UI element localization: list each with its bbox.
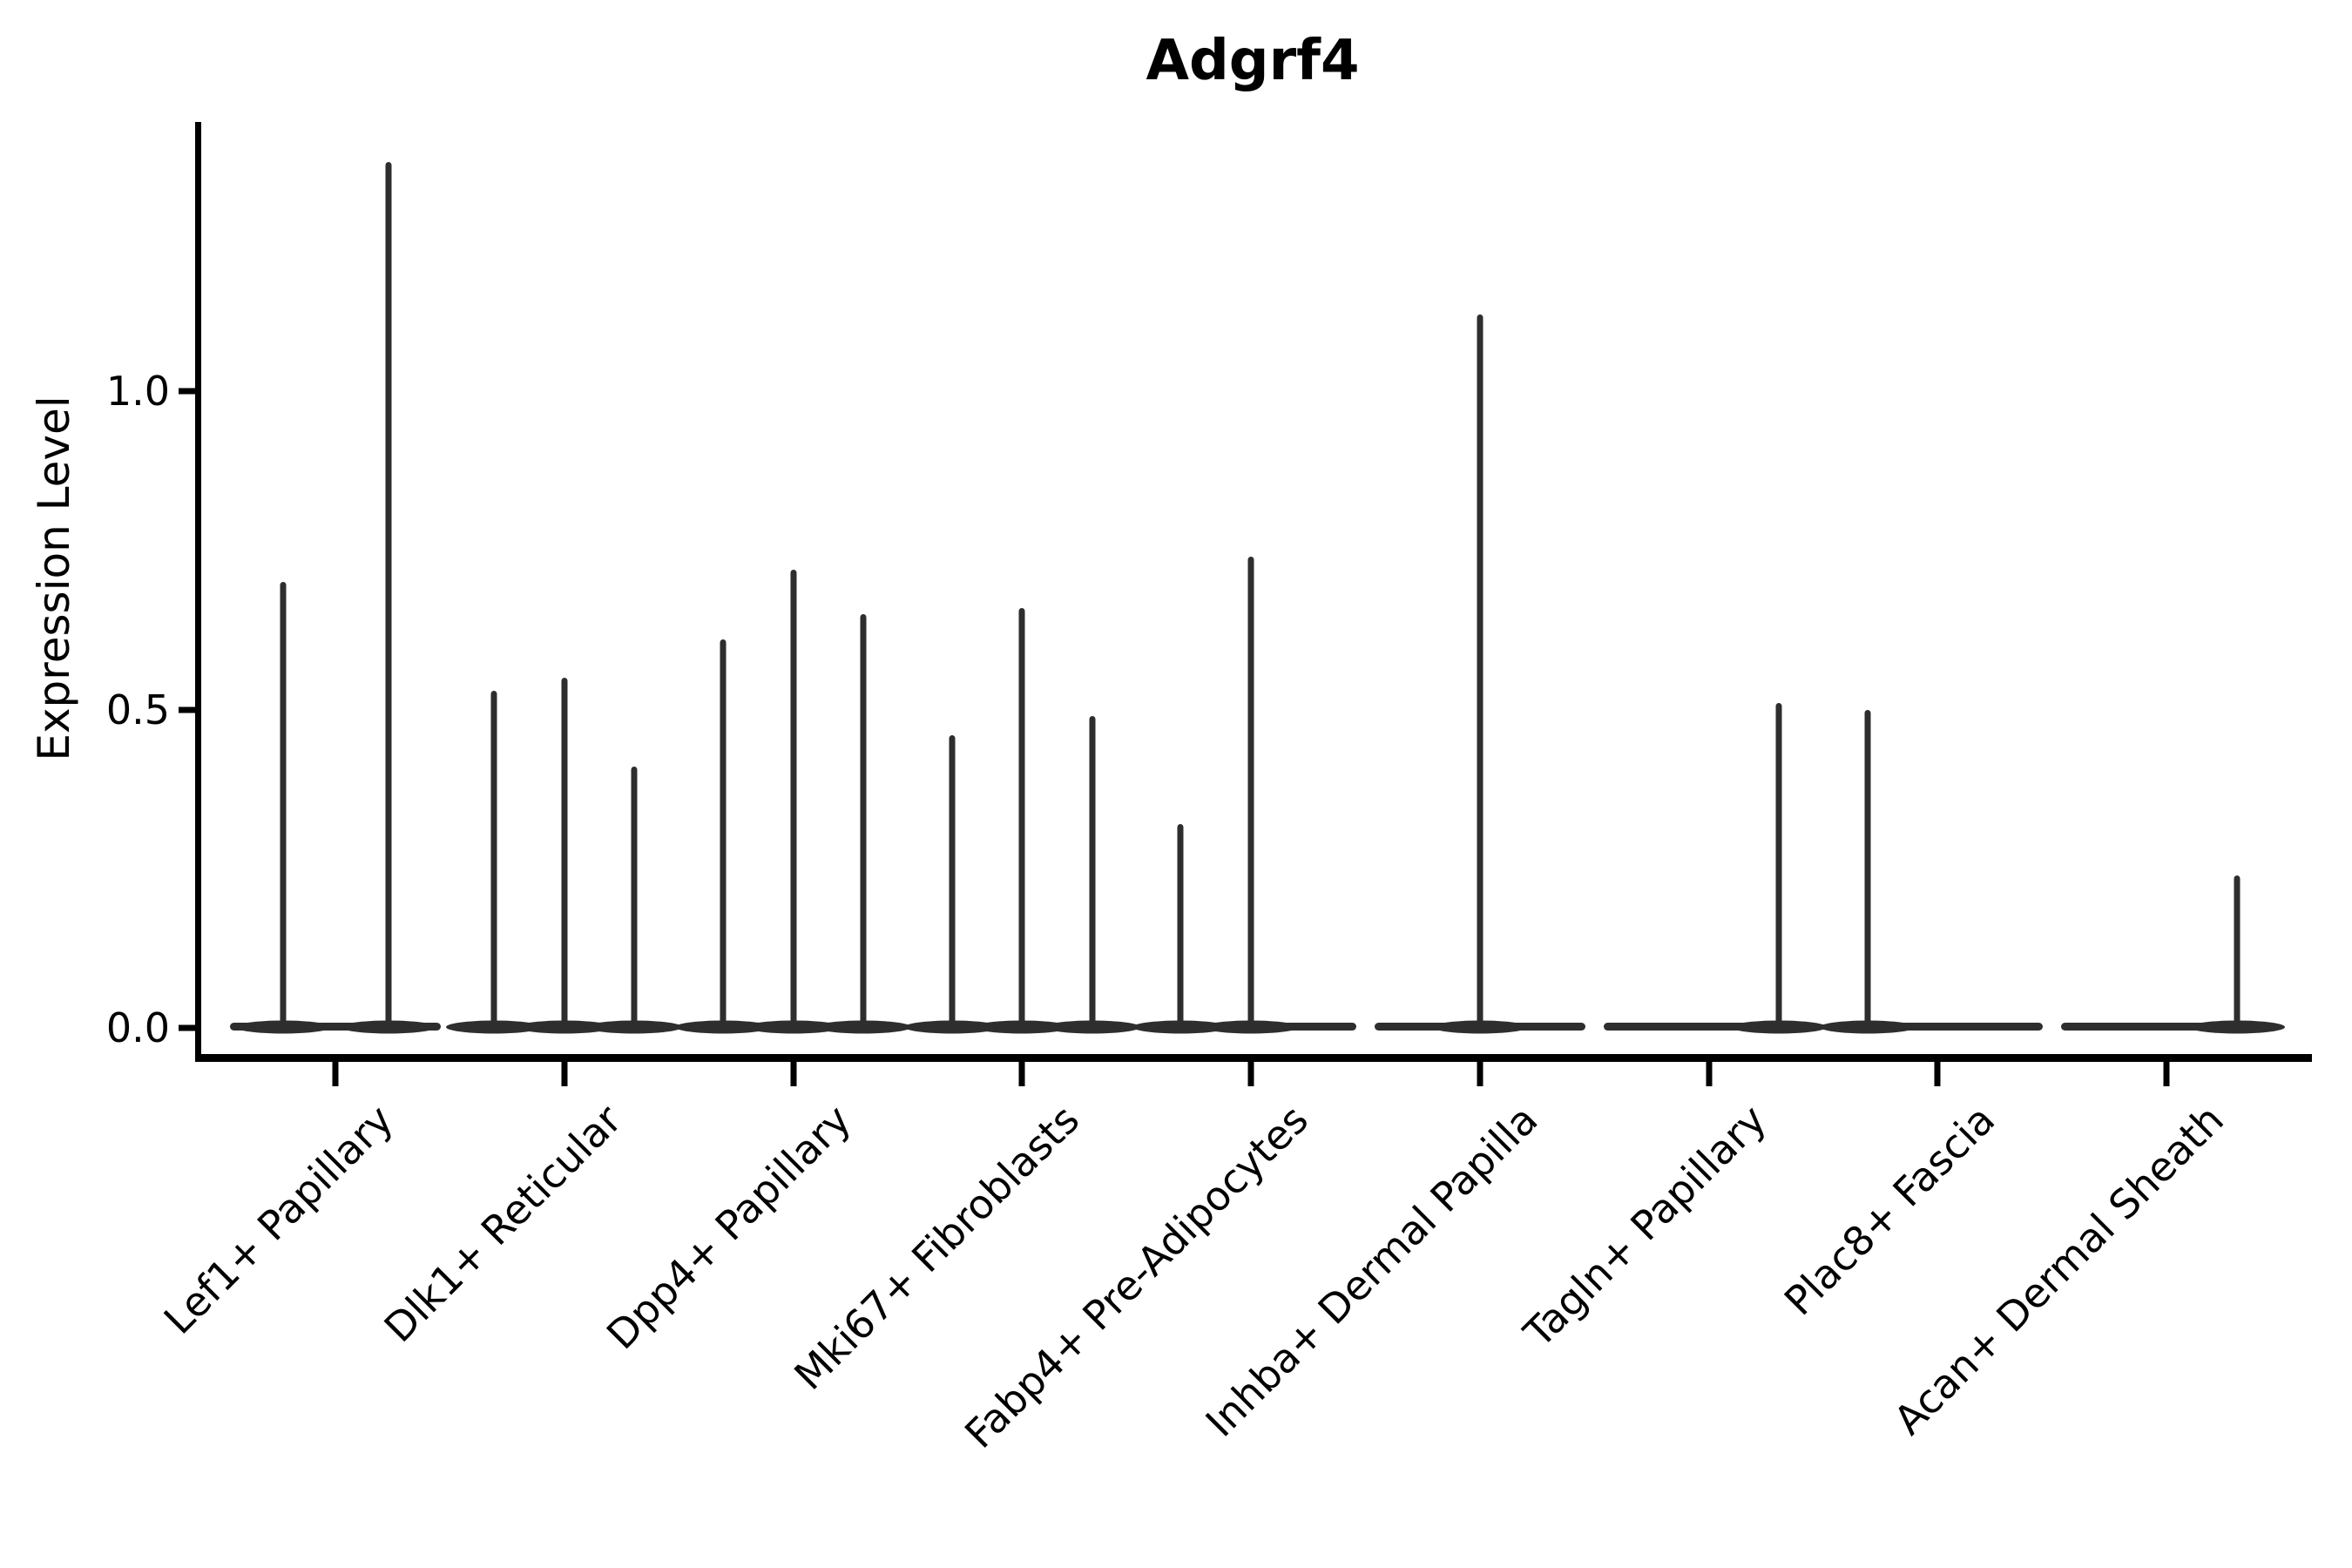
- violin-needle: [1247, 557, 1254, 1031]
- violin-needle: [1864, 709, 1871, 1031]
- x-tick-mark: [561, 1062, 568, 1086]
- y-tick-label: 0.5: [105, 686, 170, 733]
- violin-needle: [860, 613, 867, 1031]
- violin-needle: [2234, 875, 2240, 1031]
- violin-needle: [790, 569, 796, 1031]
- y-axis-label: Expression Level: [29, 395, 79, 761]
- x-tick-mark: [1934, 1062, 1941, 1086]
- x-tick-mark: [1018, 1062, 1025, 1086]
- violin-base: [2061, 1023, 2272, 1031]
- x-axis-spine: [195, 1054, 2312, 1062]
- violin-needle: [631, 767, 638, 1031]
- violin-needle: [490, 690, 497, 1031]
- x-tick-mark: [2163, 1062, 2170, 1086]
- y-tick-mark: [179, 706, 198, 713]
- violin-needle: [1177, 824, 1184, 1031]
- violin-base: [1832, 1023, 2044, 1031]
- violin-needle: [1477, 314, 1484, 1031]
- y-axis-spine: [195, 122, 201, 1062]
- y-tick-label: 0.0: [105, 1004, 170, 1051]
- violin-needle: [561, 677, 568, 1031]
- y-tick-mark: [179, 1024, 198, 1031]
- x-tick-mark: [332, 1062, 339, 1086]
- y-tick-label: 1.0: [105, 368, 170, 415]
- x-tick-mark: [1706, 1062, 1712, 1086]
- violin-needle: [1775, 703, 1782, 1031]
- violin-needle: [720, 639, 727, 1031]
- x-tick-label: Plac8+ Fascia: [1775, 1096, 2004, 1325]
- plot-title: Adgrf4: [1146, 29, 1360, 93]
- violin-needle: [1018, 607, 1025, 1031]
- violin-needle: [949, 734, 956, 1031]
- y-tick-mark: [179, 388, 198, 395]
- x-tick-label: Dpp4+ Papillary: [597, 1096, 860, 1359]
- x-tick-mark: [1247, 1062, 1254, 1086]
- violin-needle: [1089, 715, 1096, 1031]
- violin-base: [230, 1023, 441, 1031]
- x-tick-mark: [790, 1062, 796, 1086]
- violin-base: [1603, 1023, 1815, 1031]
- x-tick-label: Tagln+ Papillary: [1514, 1096, 1775, 1356]
- violin-needle: [385, 161, 391, 1031]
- violin-needle: [280, 582, 286, 1031]
- x-tick-label: Lef1+ Papillary: [154, 1096, 402, 1343]
- x-tick-mark: [1477, 1062, 1484, 1086]
- x-tick-label: Dlk1+ Reticular: [375, 1096, 631, 1352]
